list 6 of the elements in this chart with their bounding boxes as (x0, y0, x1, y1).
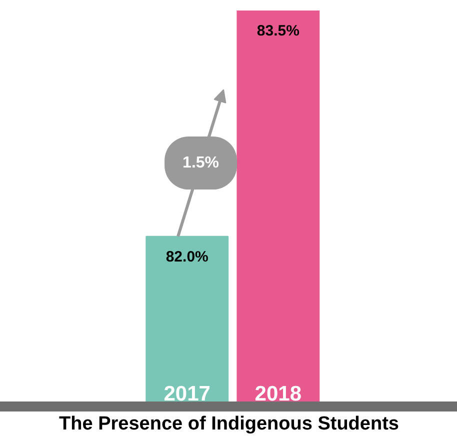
data-label: 83.5% (256, 22, 300, 40)
x-tick-label: 2017 (164, 382, 210, 406)
annotation: 1.5% (182, 154, 220, 172)
text: The Presence of Indigenous Students (59, 414, 399, 434)
data-label: 82.0% (166, 248, 208, 266)
x-tick-label: 2018 (254, 382, 302, 406)
